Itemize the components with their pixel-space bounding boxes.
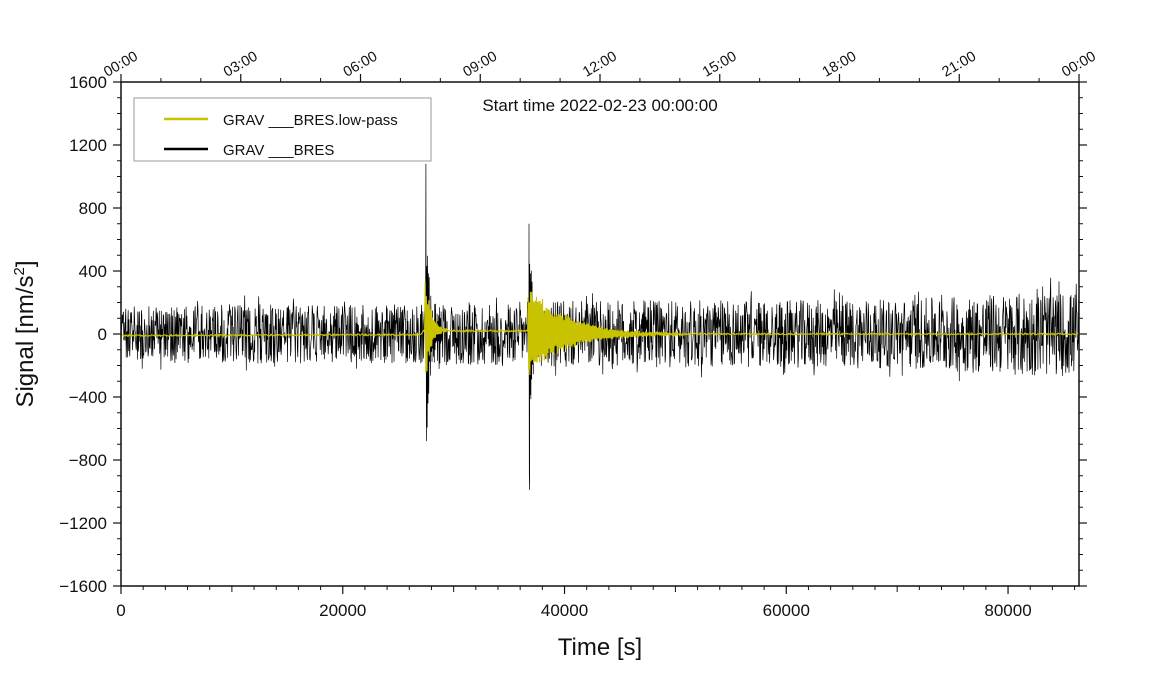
legend: GRAV ___BRES.low-pass GRAV ___BRES [133,97,432,162]
x-tick-label: 0 [116,601,125,620]
y-axis-title-end: ] [12,260,39,267]
y-tick-label: −1600 [59,577,107,596]
legend-box [133,97,432,162]
y-tick-label: −800 [69,451,107,470]
y-axis-title-superscript: 2 [11,267,28,275]
start-time-annotation: Start time 2022-02-23 00:00:00 [482,96,717,115]
legend-label-raw: GRAV ___BRES [223,142,334,159]
y-tick-label: −1200 [59,514,107,533]
series-line-grav-bres [121,163,1079,490]
legend-label-low-pass: GRAV ___BRES.low-pass [223,112,398,129]
x-tick-label: 20000 [319,601,366,620]
y-axis-title: Signal [nm/s2] [11,260,39,407]
x-axis-title: Time [s] [558,634,642,661]
series-line-grav-bres-low-pass [121,281,1079,376]
y-axis-title-main: Signal [nm/s [12,275,39,407]
y-tick-label: 1200 [69,136,107,155]
x-tick-label: 60000 [763,601,810,620]
x-tick-label: 40000 [541,601,588,620]
y-tick-label: 1600 [69,73,107,92]
plot-area [121,163,1079,490]
x-tick-label: 80000 [984,601,1031,620]
y-tick-label: −400 [69,388,107,407]
y-tick-label: 400 [79,262,107,281]
y-tick-label: 0 [98,325,107,344]
y-tick-label: 800 [79,199,107,218]
